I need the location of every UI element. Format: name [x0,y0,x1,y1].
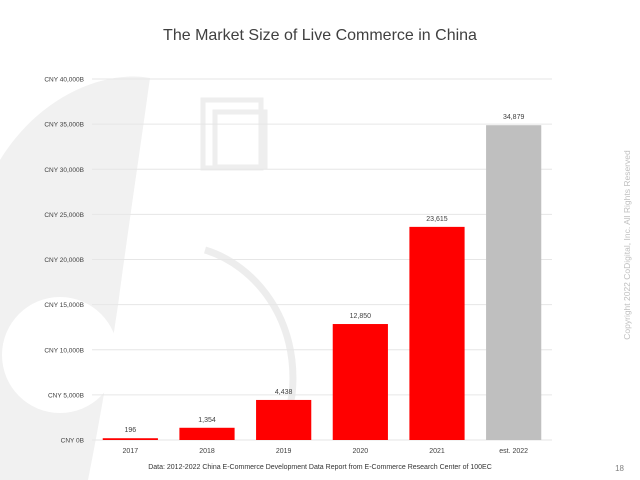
x-tick-label: est. 2022 [499,448,528,455]
x-tick-label: 2020 [353,448,369,455]
x-tick-label: 2021 [429,448,445,455]
y-tick-label: CNY 5,000B [48,392,84,399]
bar [256,399,312,440]
y-tick-label: CNY 40,000B [44,77,84,84]
page-number: 18 [615,464,624,473]
bar [179,427,235,440]
watermark-circle [2,297,118,413]
data-label: 4,438 [275,389,293,396]
bar [332,324,388,440]
bar [102,438,158,440]
data-label: 12,850 [350,313,372,320]
source-note: Data: 2012-2022 China E-Commerce Develop… [148,464,492,471]
bar [409,226,465,440]
x-tick-label: 2017 [123,448,139,455]
watermark-square-inner [212,109,268,170]
y-tick-label: CNY 0B [61,438,84,445]
copyright-notice: Copyright 2022 CoDigital, Inc. All Right… [622,150,632,340]
data-label: 196 [124,427,136,434]
y-tick-label: CNY 35,000B [44,122,84,129]
data-label: 34,879 [503,114,525,121]
y-tick-label: CNY 25,000B [44,212,84,219]
bar [486,125,542,440]
data-label: 1,354 [198,417,216,424]
data-label: 23,615 [426,216,448,223]
labels: CNY 0B CNY 5,000B CNY 10,000B CNY 15,000B CN… [44,77,528,456]
x-tick-label: 2018 [199,448,215,455]
chart-title: The Market Size of Live Commerce in Chin… [163,27,477,44]
gridlines [92,78,552,441]
y-tick-label: CNY 10,000B [44,347,84,354]
y-tick-label: CNY 30,000B [44,167,84,174]
x-tick-label: 2019 [276,448,292,455]
y-tick-label: CNY 15,000B [44,302,84,309]
y-tick-label: CNY 20,000B [44,257,84,264]
bars [102,125,542,440]
